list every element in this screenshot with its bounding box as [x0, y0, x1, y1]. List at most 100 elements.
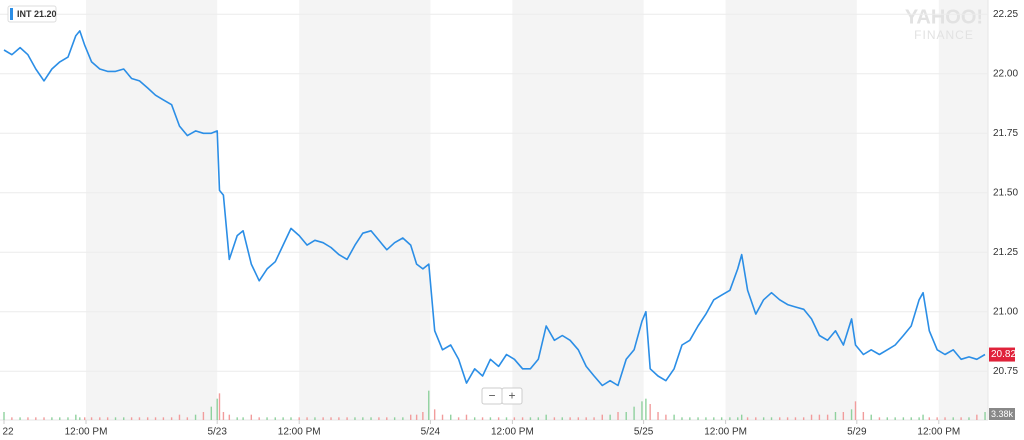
y-tick-label: 21.75 [993, 128, 1018, 139]
volume-bar [910, 417, 912, 420]
x-tick-label: 5/23 [207, 427, 227, 438]
volume-bar [545, 414, 547, 420]
volume-bar [862, 412, 865, 420]
volume-bar [617, 412, 619, 420]
volume-bar [99, 417, 101, 420]
volume-bar [713, 417, 715, 420]
volume-bar [705, 417, 707, 420]
volume-bar [282, 417, 284, 420]
zoom-button-label[interactable]: + [508, 389, 515, 403]
volume-bar [59, 417, 61, 420]
legend-swatch [10, 8, 13, 20]
volume-bar [537, 417, 540, 420]
volume-bar [378, 417, 380, 420]
volume-bar [521, 417, 524, 420]
volume-bar [968, 417, 970, 420]
zoom-button-label[interactable]: − [488, 389, 495, 403]
volume-bar [178, 414, 181, 420]
volume-bar [553, 417, 556, 420]
volume-bar [410, 414, 412, 420]
x-tick-label: 12:00 PM [917, 427, 960, 438]
x-tick-label: 5/29 [847, 427, 867, 438]
volume-bar [441, 414, 444, 420]
volume-bar [601, 414, 603, 420]
volume-bar [513, 417, 516, 420]
volume-bar [465, 414, 468, 420]
session-band [512, 0, 644, 420]
price-line [3, 30, 986, 387]
last-value-label: 20.82 [991, 349, 1016, 360]
x-tick-label: 5/24 [421, 427, 441, 438]
volume-bar [457, 417, 460, 420]
volume-bar [697, 417, 699, 420]
volume-bar [362, 417, 364, 420]
volume-bar [786, 417, 789, 420]
volume-bar [51, 417, 53, 420]
volume-bar [450, 414, 452, 420]
session-band [938, 0, 988, 420]
volume-bar [850, 409, 853, 420]
volume-bar [657, 412, 659, 420]
volume-bar [740, 414, 743, 420]
volume-bar [27, 417, 29, 420]
volume-bar [625, 412, 627, 420]
volume-bar [242, 417, 244, 420]
volume-bar [633, 406, 635, 420]
session-band [725, 0, 857, 420]
volume-bar [11, 417, 13, 420]
volume-bar [593, 417, 595, 420]
volume-bar [886, 417, 889, 420]
volume-bar [645, 398, 647, 420]
volume-bar [665, 414, 667, 420]
volume-bar [83, 417, 86, 420]
volume-bar [922, 414, 924, 420]
volume-bar [649, 404, 651, 420]
y-tick-label: 20.75 [993, 366, 1018, 377]
x-tick-label: 5/25 [634, 427, 654, 438]
volume-bar [481, 417, 484, 420]
volume-bar [762, 417, 765, 420]
volume-bar [826, 414, 829, 420]
volume-bar [79, 417, 81, 420]
volume-bar [473, 417, 476, 420]
volume-bar [222, 412, 225, 420]
y-tick-label: 21.25 [993, 247, 1018, 258]
watermark: FINANCE [914, 28, 974, 42]
volume-bar [114, 417, 117, 420]
volume-bar [218, 393, 221, 420]
volume-bar [306, 417, 308, 420]
volume-bar [529, 417, 532, 420]
volume-bar [35, 417, 37, 420]
volume-bar [577, 417, 580, 420]
volume-label: 3.38k [991, 409, 1014, 419]
volume-bar [870, 414, 872, 420]
volume-bar [250, 414, 253, 420]
legend-label: INT 21.20 [17, 9, 57, 19]
volume-bar [106, 417, 109, 420]
volume-bar [902, 417, 905, 420]
volume-bar [266, 417, 268, 420]
y-tick-label: 21.00 [993, 306, 1018, 317]
volume-bar [274, 417, 276, 420]
volume-bar [681, 417, 683, 420]
volume-bar [3, 412, 5, 420]
volume-bar [236, 417, 238, 420]
zoom-button[interactable] [501, 387, 523, 405]
volume-bar [779, 417, 781, 420]
legend: INT 21.20 [7, 5, 57, 23]
volume-bar [130, 417, 133, 420]
volume-bar [497, 417, 500, 420]
volume-bar [75, 414, 77, 420]
last-value-tag [989, 347, 1015, 362]
volume-bar [202, 412, 205, 420]
volume-bar [960, 417, 962, 420]
volume-bar [689, 417, 691, 420]
volume-bar [802, 417, 805, 420]
volume-bar [755, 417, 757, 420]
volume-bar [585, 417, 587, 420]
volume-bar [428, 390, 430, 420]
volume-bar [936, 417, 938, 420]
volume-bar [322, 417, 324, 420]
volume-bar [330, 417, 332, 420]
